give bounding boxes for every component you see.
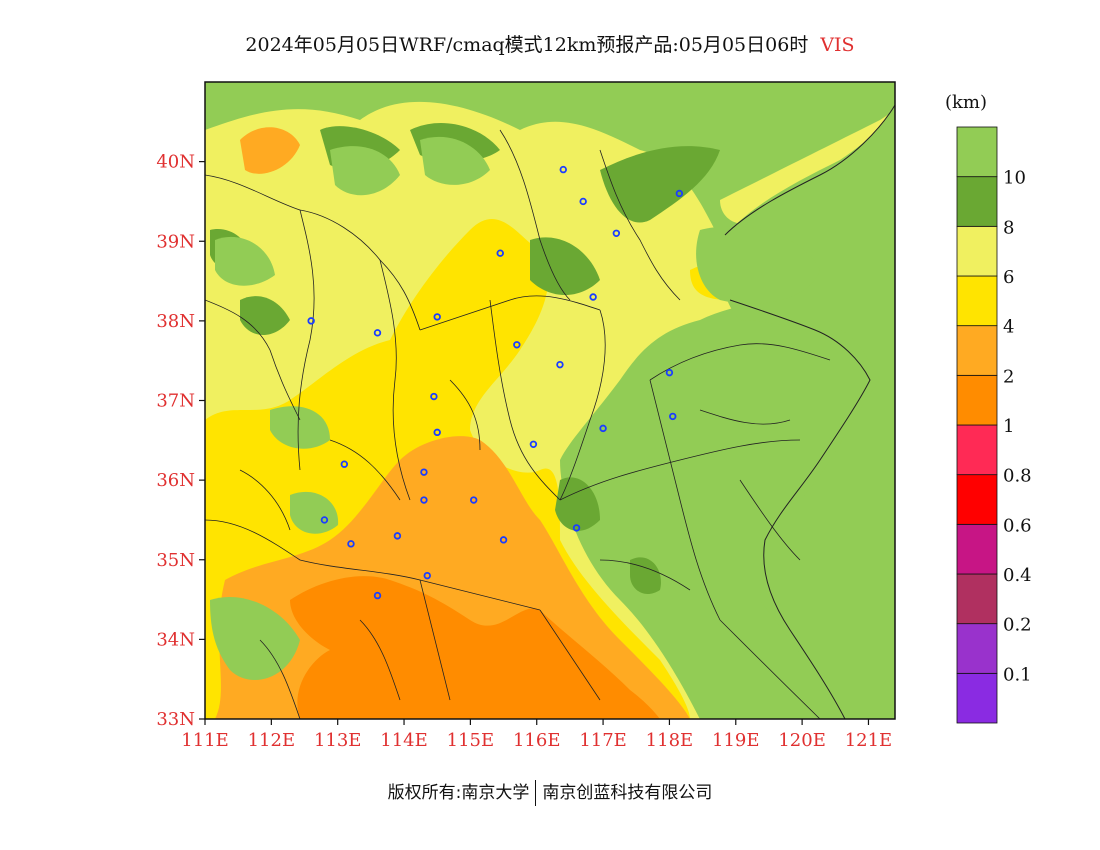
city-marker [433, 428, 441, 437]
colorbar-label: 0.6 [1003, 515, 1032, 536]
city-marker [393, 532, 402, 540]
colorbar-label: 2 [1003, 366, 1014, 387]
city-marker [320, 516, 329, 524]
city-marker [340, 460, 349, 468]
colorbar-swatch [956, 374, 998, 426]
colorbar-swatch [956, 424, 998, 476]
field-orange-light-n [240, 127, 300, 174]
colorbar-swatch [956, 176, 998, 227]
bohai-bay [696, 226, 820, 304]
field-green-islands [210, 136, 490, 680]
colorbar: 0.1 0.2 0.4 0.6 0.8 1 2 4 6 8 10 [956, 126, 1032, 724]
city-marker [669, 412, 677, 421]
lon-tick-label: 113E [314, 730, 362, 751]
city-marker [665, 368, 674, 377]
footer-copyright: 版权所有:南京大学 [387, 783, 530, 803]
colorbar-label: 1 [1003, 416, 1014, 437]
city-marker [559, 165, 567, 174]
field-orange [290, 576, 660, 719]
city-marker [513, 341, 521, 349]
city-marker [496, 249, 504, 257]
city-marker [373, 591, 382, 600]
colorbar-swatch [956, 672, 998, 724]
lon-tick-label: 111E [181, 730, 229, 751]
field-yellow-north [720, 110, 895, 224]
latitude-axis: 33N 34N 35N 36N 37N 38N 39N 40N [156, 152, 205, 730]
map-title: 2024年05月05日WRF/cmaq模式12km预报产品:05月05日06时 V… [0, 30, 1100, 57]
coastline [724, 104, 895, 719]
longitude-axis: 111E 112E 113E 114E 115E 116E 117E 118E 119E 120E… [181, 719, 892, 751]
lat-tick-label: 33N [156, 709, 195, 730]
city-marker [347, 540, 355, 548]
city-marker [599, 424, 607, 433]
footer: 版权所有:南京大学 南京创蓝科技有限公司 [0, 778, 1100, 806]
city-marker [307, 317, 315, 325]
lon-tick-label: 118E [646, 730, 694, 751]
lat-tick-label: 34N [156, 629, 195, 650]
city-marker [579, 197, 587, 206]
footer-separator [535, 780, 537, 806]
city-marker [470, 496, 478, 504]
title-variable: VIS [820, 34, 855, 56]
city-marker [675, 189, 684, 198]
colorbar-label: 4 [1003, 317, 1014, 338]
colorbar-swatch [956, 573, 998, 625]
colorbar-swatch [956, 325, 998, 376]
lon-tick-label: 112E [248, 730, 296, 751]
city-marker [423, 571, 431, 580]
city-marker [572, 524, 581, 532]
footer-company: 南京创蓝科技有限公司 [542, 783, 713, 803]
colorbar-label: 0.1 [1003, 664, 1032, 685]
colorbar-label: 6 [1003, 267, 1014, 288]
boundary-lines [205, 129, 831, 719]
colorbar-unit: (km) [945, 92, 987, 113]
city-marker [612, 229, 621, 237]
lat-tick-label: 37N [156, 391, 195, 412]
colorbar-label: 8 [1003, 217, 1014, 238]
lat-tick-label: 35N [156, 550, 195, 571]
lon-tick-label: 121E [845, 730, 893, 751]
colorbar-label: 0.2 [1003, 615, 1032, 636]
city-marker [529, 440, 538, 448]
colorbar-label: 0.8 [1003, 466, 1032, 487]
lon-tick-label: 119E [712, 730, 760, 751]
lon-tick-label: 117E [579, 730, 627, 751]
colorbar-label: 10 [1003, 168, 1026, 189]
lon-tick-label: 114E [380, 730, 428, 751]
lat-tick-label: 40N [156, 152, 195, 173]
city-marker [420, 496, 428, 504]
colorbar-swatch [956, 523, 998, 575]
lon-tick-label: 116E [513, 730, 561, 751]
colorbar-swatch [956, 623, 998, 674]
colorbar-label: 0.4 [1003, 565, 1032, 586]
lat-tick-label: 38N [156, 311, 195, 332]
colorbar-swatch [956, 225, 998, 277]
lon-tick-label: 115E [447, 730, 495, 751]
city-marker [499, 536, 508, 544]
colorbar-swatch [956, 474, 998, 525]
lat-tick-label: 39N [156, 231, 195, 252]
city-marker [433, 313, 441, 321]
city-markers [307, 165, 684, 600]
title-main: 2024年05月05日WRF/cmaq模式12km预报产品:05月05日06时 [245, 34, 809, 56]
colorbar-swatch [956, 126, 998, 178]
city-marker [420, 468, 428, 476]
lat-tick-label: 36N [156, 470, 195, 491]
map-plot-area [205, 82, 895, 719]
city-marker [430, 392, 438, 401]
city-marker [373, 329, 382, 337]
city-marker [589, 293, 597, 301]
city-marker [556, 360, 564, 369]
colorbar-swatch [956, 275, 998, 327]
lon-tick-label: 120E [778, 730, 826, 751]
